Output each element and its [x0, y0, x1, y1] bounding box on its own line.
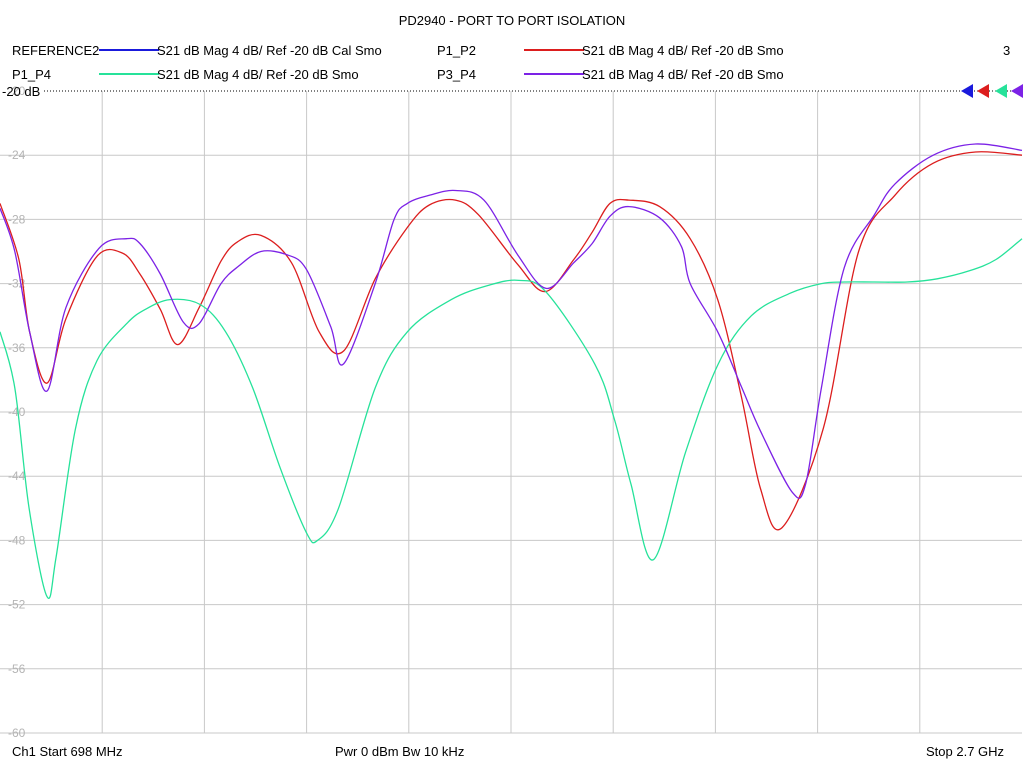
legend-series-name: REFERENCE2 — [12, 43, 99, 58]
legend-series-desc: S21 dB Mag 4 dB/ Ref -20 dB Cal Smo — [157, 43, 382, 58]
footer-power: Pwr 0 dBm Bw 10 kHz — [335, 744, 464, 759]
trace-p1-p4 — [0, 238, 1023, 599]
chart-title: PD2940 - PORT TO PORT ISOLATION — [399, 13, 626, 28]
y-tick-label: -40 — [8, 405, 26, 419]
trace-p1-p2 — [0, 151, 1023, 531]
reference-marker — [961, 84, 973, 98]
y-tick-label: -60 — [8, 726, 26, 740]
traces — [0, 143, 1023, 599]
legend-series-name: P1_P2 — [437, 43, 476, 58]
legend-series-name: P3_P4 — [437, 67, 476, 82]
reference-marker — [977, 84, 989, 98]
y-tick-label: -56 — [8, 662, 26, 676]
reference-marker — [995, 84, 1007, 98]
y-tick-labels: -20-24-28-32-36-40-44-48-52-56-60 — [8, 84, 26, 740]
trace-p3-p4 — [0, 143, 1023, 499]
y-tick-label: -48 — [8, 533, 26, 547]
legend-series-desc: S21 dB Mag 4 dB/ Ref -20 dB Smo — [582, 43, 784, 58]
y-tick-label: -24 — [8, 148, 26, 162]
footer-start: Ch1 Start 698 MHz — [12, 744, 123, 759]
y-tick-label: -36 — [8, 341, 26, 355]
y-tick-label: -52 — [8, 598, 26, 612]
grid — [0, 91, 1022, 734]
reference-marker — [1011, 84, 1023, 98]
y-tick-label: -28 — [8, 212, 26, 226]
footer-stop: Stop 2.7 GHz — [926, 744, 1004, 759]
legend-series-desc: S21 dB Mag 4 dB/ Ref -20 dB Smo — [157, 67, 359, 82]
reference-level-label: -20 dB — [2, 84, 40, 99]
legend-series-desc: S21 dB Mag 4 dB/ Ref -20 dB Smo — [582, 67, 784, 82]
legend-series-name: P1_P4 — [12, 67, 51, 82]
trace-number: 3 — [1003, 43, 1010, 58]
legend: REFERENCE2 S21 dB Mag 4 dB/ Ref -20 dB Ca… — [12, 43, 784, 82]
reference-markers — [961, 84, 1023, 98]
y-tick-label: -44 — [8, 469, 26, 483]
y-tick-label: -20 — [8, 84, 26, 98]
